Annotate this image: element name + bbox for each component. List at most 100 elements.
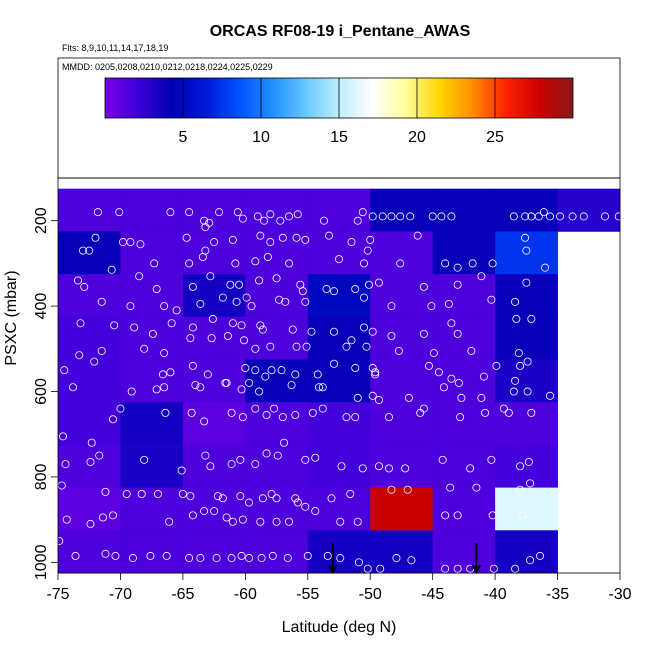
- sample-point: [424, 361, 433, 370]
- sample-point: [233, 208, 242, 217]
- sample-point: [85, 246, 94, 255]
- sample-point: [256, 321, 265, 330]
- sample-point: [158, 370, 167, 379]
- sample-point: [444, 299, 453, 308]
- sample-point: [273, 451, 282, 460]
- sample-point: [166, 368, 175, 377]
- sample-point: [453, 564, 462, 573]
- x-tick-label: -65: [171, 586, 194, 603]
- sample-point: [236, 455, 245, 464]
- sample-point: [374, 396, 383, 405]
- sample-point: [255, 276, 264, 285]
- sample-point: [238, 515, 247, 524]
- heatmap-cell: [370, 487, 434, 531]
- sample-point: [188, 511, 197, 520]
- sample-point: [185, 208, 194, 217]
- sample-point: [359, 259, 368, 268]
- sample-point: [146, 551, 155, 560]
- sample-point: [126, 238, 135, 247]
- colorbar-tick-label: 25: [486, 129, 504, 146]
- sample-point: [287, 381, 296, 390]
- sample-point: [73, 276, 82, 285]
- heatmap-cell: [370, 188, 434, 232]
- sample-point: [403, 485, 412, 494]
- sample-point: [439, 383, 448, 392]
- sample-point: [511, 564, 520, 573]
- heatmap-cell: [432, 274, 496, 318]
- sample-point: [76, 319, 85, 328]
- sample-point: [318, 383, 327, 392]
- sample-point: [285, 517, 294, 526]
- sample-point: [222, 513, 231, 522]
- sample-point: [366, 235, 375, 244]
- heatmap-cell: [120, 316, 184, 360]
- sample-point: [185, 259, 194, 268]
- sample-point: [188, 361, 197, 370]
- sample-point: [281, 297, 290, 306]
- colorbar-panel: MMDD: 0205,0208,0210,0212,0218,0224,0225…: [57, 57, 621, 179]
- sample-point: [523, 357, 532, 366]
- sample-point: [330, 327, 339, 336]
- sample-point: [614, 212, 623, 221]
- sample-point: [428, 212, 437, 221]
- sample-point: [55, 536, 64, 545]
- heatmap-cell: [370, 359, 434, 403]
- sample-point: [516, 485, 525, 494]
- sample-point: [237, 385, 246, 394]
- sample-point: [232, 297, 241, 306]
- sample-point: [167, 319, 176, 328]
- sample-point: [272, 494, 281, 503]
- sample-point: [427, 302, 436, 311]
- sample-point: [511, 376, 520, 385]
- sample-point: [186, 334, 195, 343]
- sample-point: [330, 287, 339, 296]
- sample-point: [358, 208, 367, 217]
- sample-point: [242, 293, 251, 302]
- heatmap-cell: [58, 444, 121, 488]
- sample-point: [228, 319, 237, 328]
- sample-point: [441, 564, 450, 573]
- arrow-head: [327, 564, 338, 575]
- sample-point: [318, 404, 327, 413]
- sample-point: [150, 259, 159, 268]
- sample-point: [291, 494, 300, 503]
- sample-point: [166, 208, 175, 217]
- sample-point: [392, 554, 401, 563]
- x-tick-label: -50: [359, 586, 382, 603]
- heatmap-cell: [495, 444, 558, 488]
- sample-point: [241, 364, 250, 373]
- sample-point: [270, 404, 279, 413]
- colorbar-tick-label: 10: [252, 129, 270, 146]
- sample-point: [210, 507, 219, 516]
- sample-point: [487, 295, 496, 304]
- heatmap-cell: [58, 316, 121, 360]
- sample-point: [353, 517, 362, 526]
- heatmap-cell: [120, 274, 184, 318]
- heatmap-cell: [495, 188, 558, 232]
- sample-point: [188, 282, 197, 291]
- sample-point: [227, 554, 236, 563]
- sample-point: [221, 378, 230, 387]
- sample-point: [323, 551, 332, 560]
- sample-point: [371, 370, 380, 379]
- sample-point: [235, 280, 244, 289]
- sample-point: [362, 342, 371, 351]
- sample-point: [419, 282, 428, 291]
- sample-point: [122, 489, 131, 498]
- sample-point: [353, 393, 362, 402]
- sample-point: [358, 464, 367, 473]
- heatmap-cell: [307, 402, 371, 446]
- sample-point: [256, 231, 265, 240]
- heatmap-cell: [495, 487, 558, 531]
- heatmap-cell: [58, 274, 121, 318]
- sample-point: [311, 453, 320, 462]
- sample-point: [363, 564, 372, 573]
- sample-point: [541, 263, 550, 272]
- sample-point: [140, 455, 149, 464]
- flights-subtitle: Flts: 8,9,10,11,14,17,18,19: [62, 43, 168, 53]
- sample-point: [521, 233, 530, 242]
- sample-point: [516, 361, 525, 370]
- sample-point: [210, 238, 219, 247]
- sample-point: [285, 259, 294, 268]
